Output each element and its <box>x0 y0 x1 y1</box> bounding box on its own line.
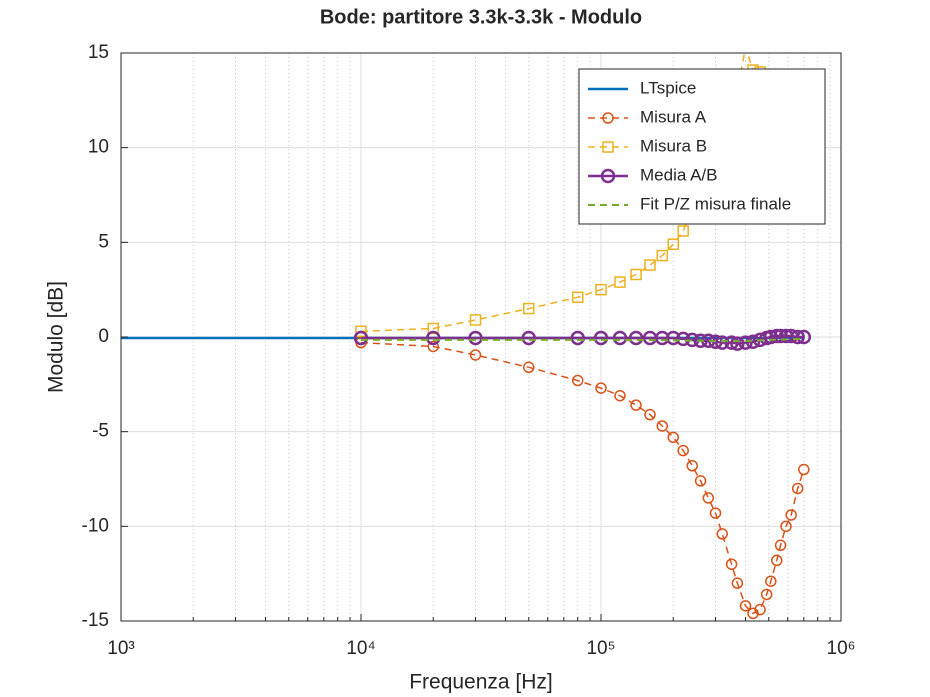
series-line <box>361 337 804 343</box>
point <box>731 577 744 589</box>
point <box>523 302 535 315</box>
point <box>774 539 787 552</box>
point <box>571 291 584 303</box>
y-tick-label: -10 <box>82 515 109 536</box>
legend-label: Misura B <box>640 136 707 155</box>
point <box>702 492 715 504</box>
legend-label: Media A/B <box>640 165 718 184</box>
legend-label: Misura A <box>640 107 707 126</box>
ticks: 10³ 10⁴ 10⁵ 10⁶ -15 -10 -5 0 5 10 15 <box>82 42 856 659</box>
series-line <box>360 341 805 615</box>
point <box>763 329 779 345</box>
point <box>656 420 669 432</box>
point <box>427 340 439 353</box>
point <box>785 509 797 521</box>
y-tick-label: 15 <box>88 42 109 63</box>
point <box>693 333 708 349</box>
point <box>724 335 739 350</box>
point <box>355 325 367 338</box>
point <box>754 603 766 616</box>
point <box>523 361 535 374</box>
point <box>677 225 689 237</box>
point <box>630 399 642 411</box>
point <box>644 408 656 421</box>
point <box>725 558 738 570</box>
x-tick-label: 10³ <box>107 638 134 659</box>
point <box>353 330 369 346</box>
y-tick-label: -15 <box>82 610 109 631</box>
point <box>595 382 607 394</box>
point <box>716 528 728 540</box>
point <box>665 330 681 346</box>
point <box>570 330 585 346</box>
point <box>709 507 722 519</box>
point <box>612 330 628 346</box>
point <box>425 330 441 346</box>
y-tick-label: 10 <box>88 137 109 158</box>
point <box>614 276 626 288</box>
point <box>571 374 584 387</box>
point <box>593 330 609 346</box>
point <box>521 330 537 346</box>
point <box>798 463 810 476</box>
point <box>738 335 753 350</box>
point <box>686 459 699 472</box>
point <box>644 259 656 271</box>
point <box>614 389 626 402</box>
point <box>791 482 804 495</box>
point <box>667 431 679 444</box>
y-tick-label: 0 <box>98 326 109 347</box>
series-line <box>360 53 805 333</box>
point <box>468 330 483 346</box>
series-layer <box>121 53 812 620</box>
point <box>600 168 616 184</box>
x-tick-label: 10⁵ <box>586 638 615 659</box>
point <box>667 238 679 250</box>
point <box>714 335 730 350</box>
point <box>730 336 745 351</box>
y-tick-label: -5 <box>92 421 109 442</box>
legend-label: Fit P/Z misura finale <box>640 194 791 213</box>
legend: LTspice Misura A Misura B Media A/B Fit P/Z … <box>578 68 826 225</box>
legend-label: LTspice <box>640 78 696 97</box>
x-axis-label: Frequenza [Hz] <box>409 671 553 694</box>
point <box>796 329 812 345</box>
point <box>628 330 644 346</box>
point <box>602 112 614 124</box>
point <box>427 322 439 335</box>
x-tick-label: 10⁴ <box>346 638 375 659</box>
point <box>656 249 669 262</box>
point <box>469 349 482 361</box>
point <box>790 329 805 345</box>
point <box>765 575 777 587</box>
x-tick-label: 10⁶ <box>827 638 856 659</box>
point <box>773 328 788 344</box>
point <box>771 554 783 567</box>
y-tick-label: 5 <box>98 231 109 252</box>
point <box>780 520 792 533</box>
point <box>677 444 689 457</box>
chart-title: Bode: partitore 3.3k-3.3k - Modulo <box>320 6 642 28</box>
point <box>630 268 642 281</box>
point <box>739 600 752 612</box>
point <box>595 283 607 296</box>
point <box>760 588 773 601</box>
point <box>602 141 614 153</box>
point <box>675 331 691 347</box>
point <box>694 475 707 487</box>
legend-box <box>578 68 826 225</box>
point <box>469 314 482 326</box>
y-axis-label: Modulo [dB] <box>45 281 68 393</box>
point <box>739 53 752 54</box>
